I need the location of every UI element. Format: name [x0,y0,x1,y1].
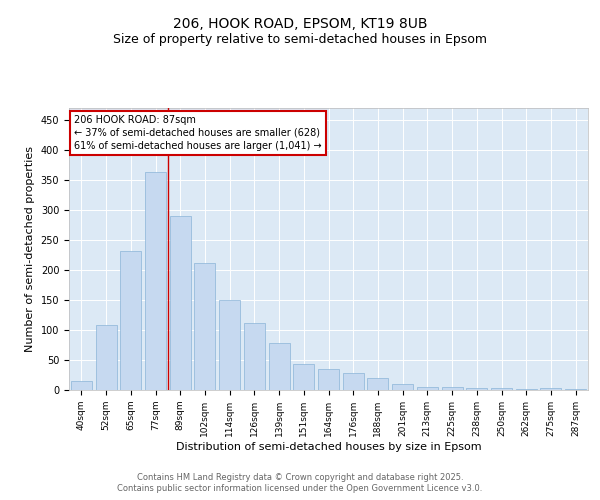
Bar [565,389,586,390]
Bar [367,378,388,390]
Bar [95,325,116,390]
Bar [318,369,339,390]
Bar [170,216,191,390]
Bar [343,373,364,390]
Bar [194,262,215,390]
Text: 206 HOOK ROAD: 87sqm
← 37% of semi-detached houses are smaller (628)
61% of semi: 206 HOOK ROAD: 87sqm ← 37% of semi-detac… [74,114,322,151]
Text: 206, HOOK ROAD, EPSOM, KT19 8UB: 206, HOOK ROAD, EPSOM, KT19 8UB [173,18,427,32]
Text: Contains public sector information licensed under the Open Government Licence v3: Contains public sector information licen… [118,484,482,493]
Bar [269,343,290,390]
Bar [417,387,438,390]
Bar [71,381,92,390]
Bar [541,388,562,390]
Bar [491,388,512,390]
X-axis label: Distribution of semi-detached houses by size in Epsom: Distribution of semi-detached houses by … [176,442,481,452]
Bar [145,172,166,390]
Bar [442,387,463,390]
Bar [466,388,487,390]
Bar [516,389,537,390]
Bar [219,300,240,390]
Bar [293,364,314,390]
Text: Size of property relative to semi-detached houses in Epsom: Size of property relative to semi-detach… [113,32,487,46]
Text: Contains HM Land Registry data © Crown copyright and database right 2025.: Contains HM Land Registry data © Crown c… [137,472,463,482]
Y-axis label: Number of semi-detached properties: Number of semi-detached properties [25,146,35,352]
Bar [244,324,265,390]
Bar [120,251,141,390]
Bar [392,384,413,390]
